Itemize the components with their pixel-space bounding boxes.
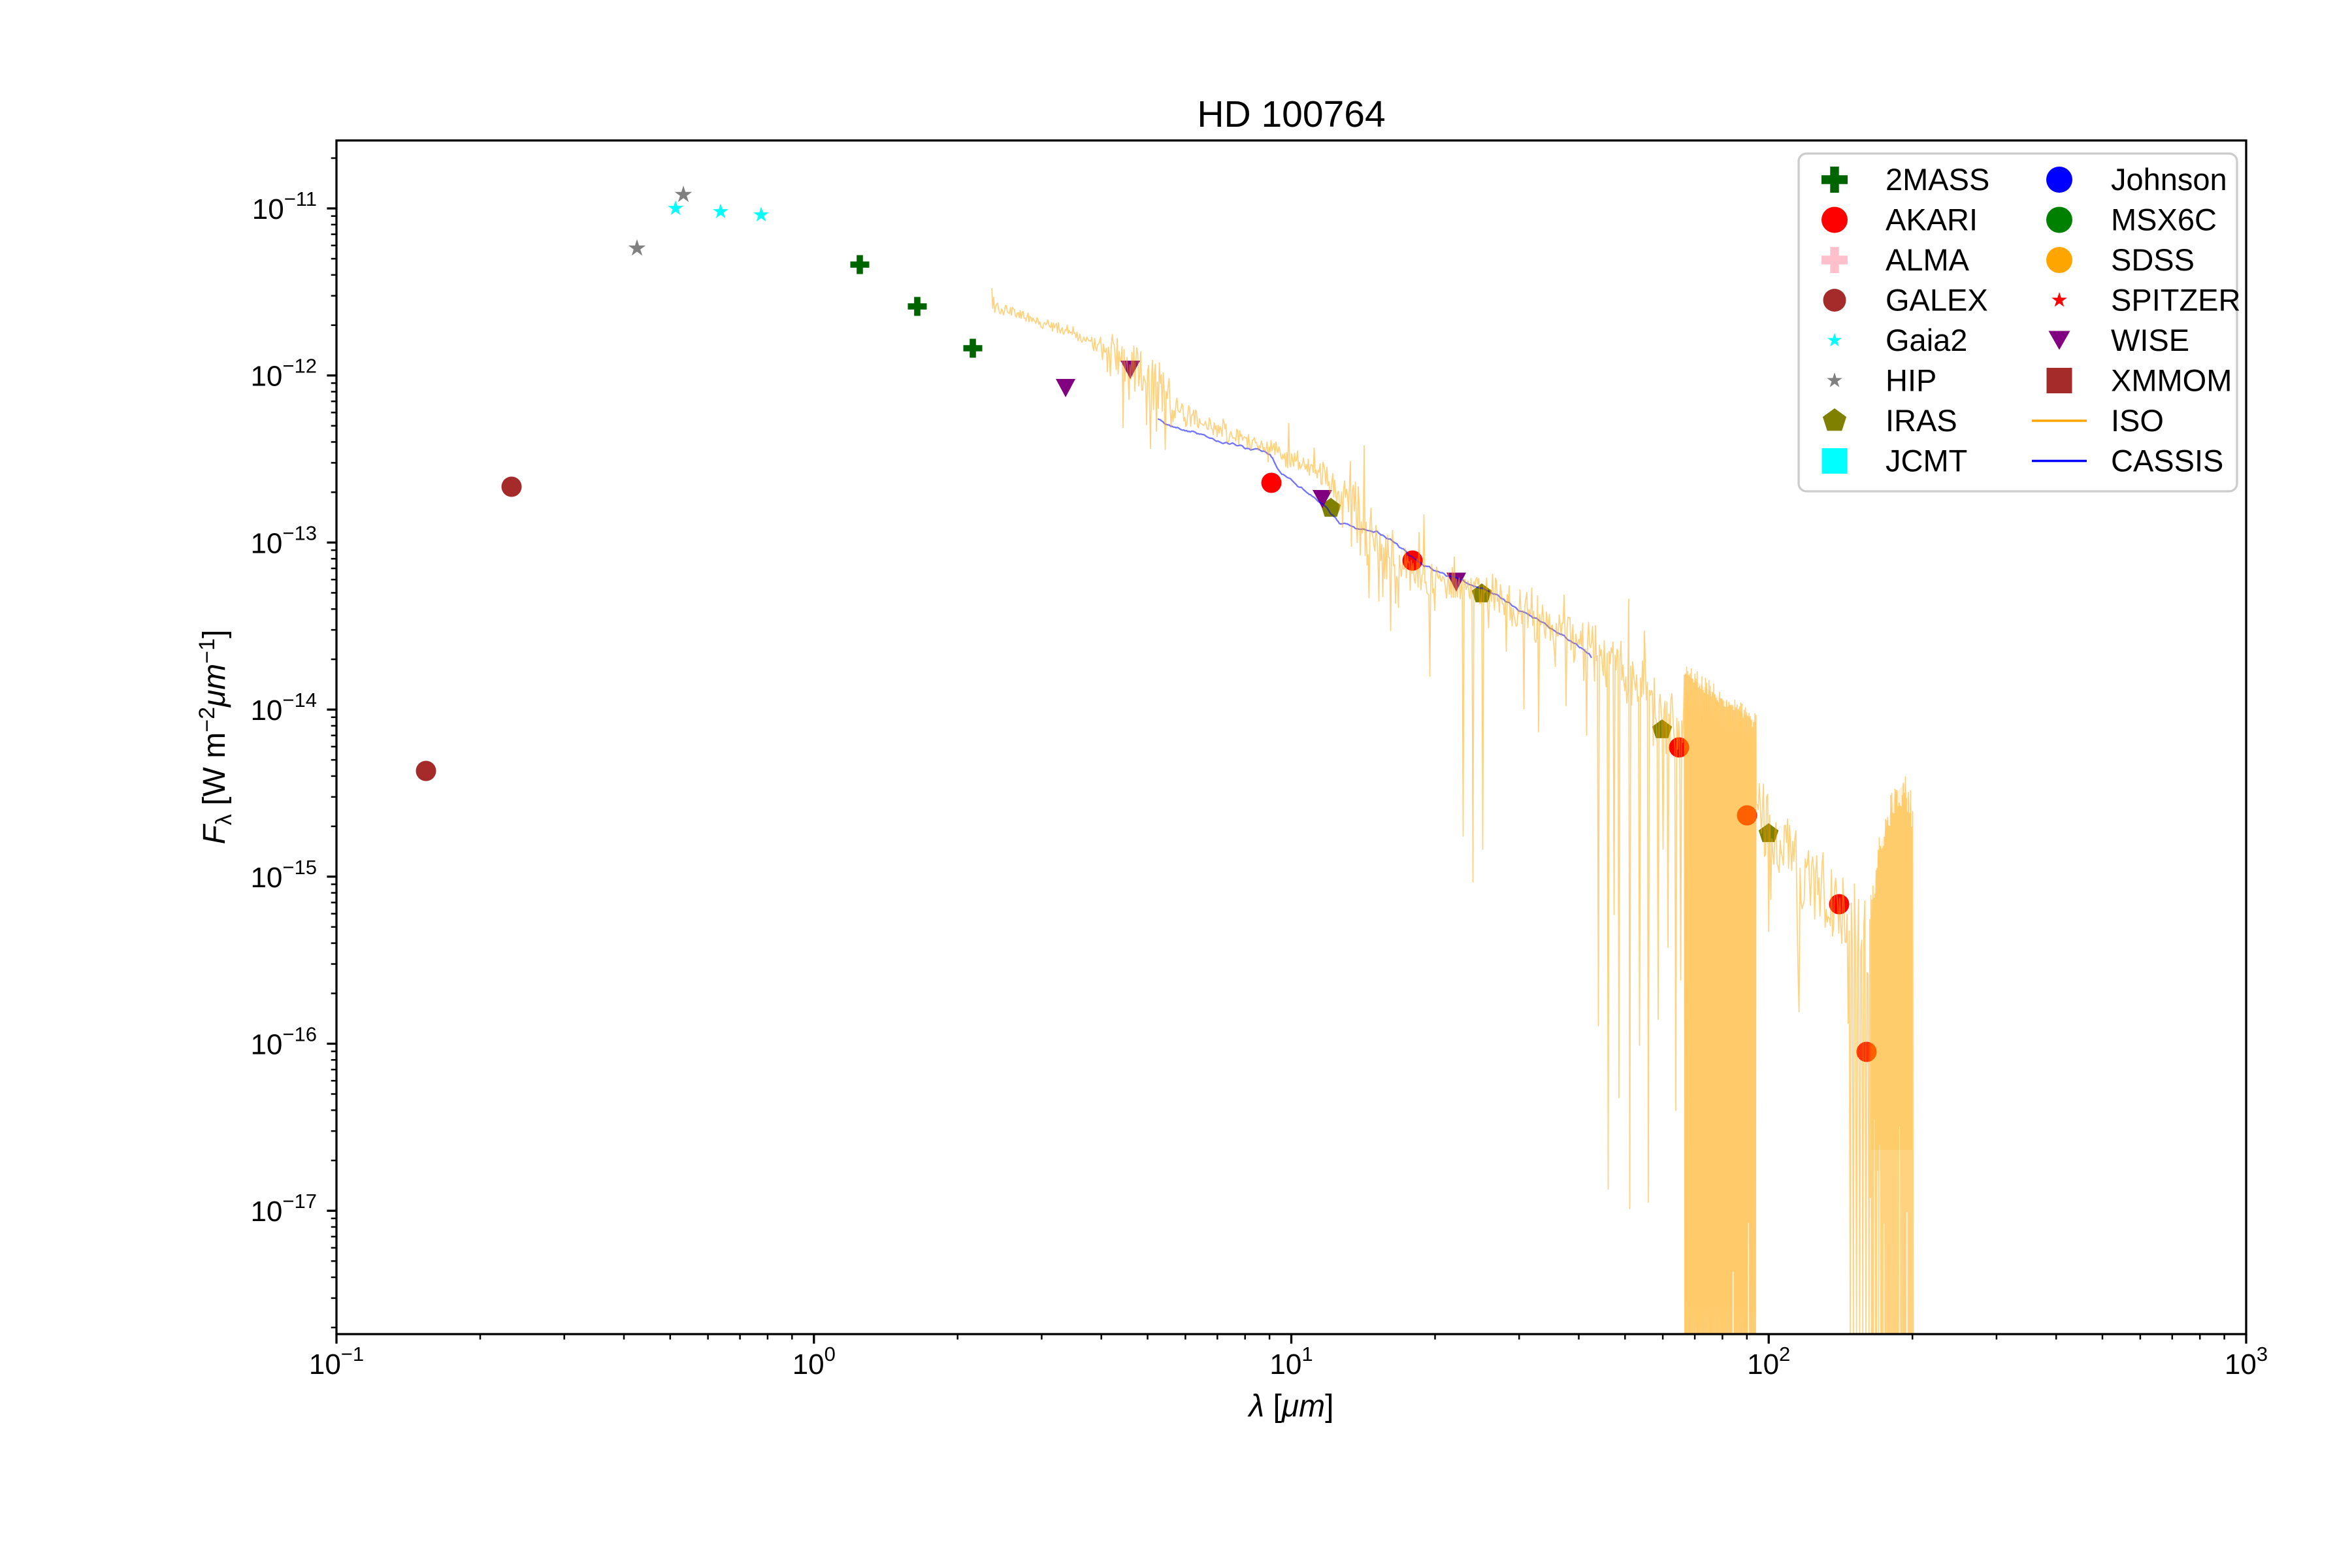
svg-text:HIP: HIP [1886, 363, 1936, 398]
svg-text:ISO: ISO [2111, 403, 2164, 438]
svg-text:JCMT: JCMT [1886, 444, 1967, 478]
svg-text:Fλ [W m−2μm−1]: Fλ [W m−2μm−1] [195, 630, 237, 845]
svg-text:Gaia2: Gaia2 [1886, 323, 1967, 357]
svg-text:AKARI: AKARI [1886, 203, 1978, 237]
svg-text:WISE: WISE [2111, 323, 2189, 357]
svg-text:100: 100 [792, 1343, 836, 1380]
svg-text:SPITZER: SPITZER [2111, 283, 2240, 318]
svg-text:2MASS: 2MASS [1886, 162, 1989, 197]
svg-text:CASSIS: CASSIS [2111, 444, 2223, 478]
svg-text:GALEX: GALEX [1886, 283, 1988, 318]
svg-text:λ [μm]: λ [μm] [1247, 1389, 1334, 1424]
svg-text:102: 102 [1747, 1343, 1790, 1380]
svg-text:XMMOM: XMMOM [2111, 363, 2232, 398]
svg-text:IRAS: IRAS [1886, 403, 1957, 438]
svg-text:HD 100764: HD 100764 [1197, 93, 1385, 135]
svg-text:ALMA: ALMA [1886, 242, 1970, 277]
svg-text:Johnson: Johnson [2111, 162, 2227, 197]
svg-text:SDSS: SDSS [2111, 242, 2195, 277]
svg-text:MSX6C: MSX6C [2111, 203, 2217, 237]
